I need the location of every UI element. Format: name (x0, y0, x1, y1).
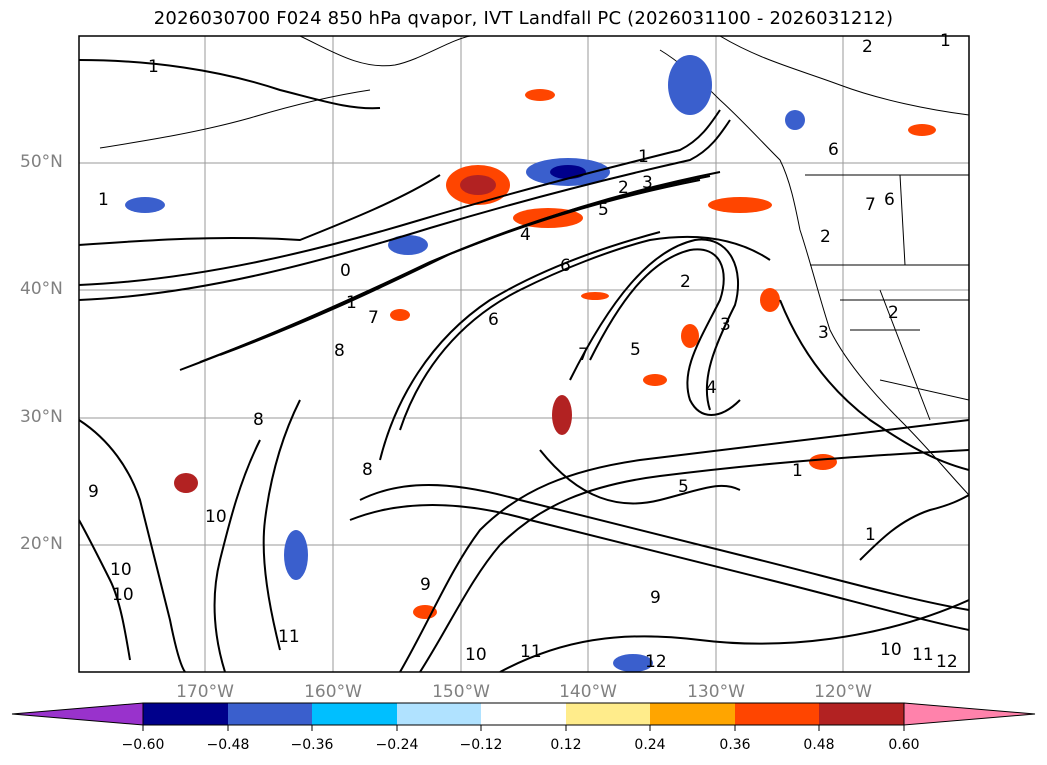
contour-label: 9 (420, 575, 431, 595)
colorbar-swatch (650, 703, 735, 725)
contour-label: 3 (720, 315, 731, 335)
colorbar-min-arrow (11, 702, 144, 726)
colorbar-tick-label: −0.24 (375, 737, 419, 753)
lat-label-40n: 40°N (20, 279, 63, 299)
contour-label: 2 (888, 303, 899, 323)
contour-label: 1 (98, 190, 109, 210)
contour-label: 5 (598, 200, 609, 220)
lon-label-130w: 130°W (687, 682, 745, 702)
lon-label-120w: 120°W (814, 682, 872, 702)
graticule (79, 36, 969, 672)
contour-label: 6 (560, 256, 571, 276)
contour-label: 10 (112, 585, 134, 605)
colorbar-tick-label: −0.36 (290, 737, 334, 753)
colorbar-tick-label: 0.36 (719, 737, 751, 753)
contour-label: 8 (253, 410, 264, 430)
colorbar (11, 702, 1036, 731)
contour-label-group: 0 1 1 2 1 1 2 3 4 5 6 6 6 7 7 8 8 8 9 9 … (88, 31, 958, 672)
lat-label-30n: 30°N (20, 407, 63, 427)
contour-label: 12 (936, 652, 958, 672)
contour-label: 9 (650, 588, 661, 608)
contour-label: 1 (346, 293, 357, 313)
colorbar-swatch (819, 703, 904, 725)
colorbar-tick-label: 0.60 (888, 737, 920, 753)
contour-label: 8 (334, 341, 345, 361)
contour-label: 1 (792, 461, 803, 481)
colorbar-tick-label: −0.48 (206, 737, 250, 753)
contour-label: 7 (368, 308, 379, 328)
contour-label: 9 (88, 482, 99, 502)
coastlines (99, 36, 969, 496)
state-boundaries (840, 299, 969, 401)
colorbar-swatch (312, 703, 397, 725)
lat-label-20n: 20°N (20, 534, 63, 554)
contour-label: 1 (638, 147, 649, 167)
colorbar-swatch (735, 703, 819, 725)
lon-label-140w: 140°W (559, 682, 617, 702)
colorbar-tick-label: 0.24 (634, 737, 666, 753)
lon-label-170w: 170°W (176, 682, 234, 702)
map-plot-area (79, 36, 969, 672)
contour-label: 10 (880, 640, 902, 660)
colorbar-frame (142, 702, 905, 726)
lon-label-160w: 160°W (304, 682, 362, 702)
contour-label: 1 (865, 525, 876, 545)
contour-label: 1 (148, 57, 159, 77)
contour-label: 1 (940, 31, 951, 51)
colorbar-tick-label: −0.12 (459, 737, 503, 753)
ivt-contours (79, 59, 969, 672)
contour-label: 12 (645, 652, 667, 672)
colorbar-swatch (481, 703, 566, 725)
contour-label: 2 (618, 178, 629, 198)
contour-label: 2 (862, 37, 873, 57)
colorbar-swatch (566, 703, 650, 725)
colorbar-swatch (143, 703, 228, 725)
colorbar-swatch (397, 703, 481, 725)
colorbar-tick-label: −0.60 (121, 737, 165, 753)
contour-label: 11 (278, 627, 300, 647)
contour-label: 6 (884, 190, 895, 210)
map-frame (78, 35, 970, 673)
contour-label: 6 (828, 140, 839, 160)
lat-label-50n: 50°N (20, 152, 63, 172)
contour-label: 7 (578, 345, 589, 365)
contour-label: 4 (520, 225, 531, 245)
contour-label: 3 (642, 173, 653, 193)
contour-label: 2 (820, 227, 831, 247)
lon-label-150w: 150°W (432, 682, 490, 702)
colorbar-swatch (228, 703, 312, 725)
contour-label: 2 (680, 272, 691, 292)
contour-label: 0 (340, 261, 351, 281)
contour-label: 11 (520, 642, 542, 662)
map-title: 2026030700 F024 850 hPa qvapor, IVT Land… (153, 8, 894, 29)
contour-label: 8 (362, 460, 373, 480)
contour-label: 10 (205, 507, 227, 527)
contour-label: 10 (465, 645, 487, 665)
colorbar-max-arrow (903, 702, 1036, 726)
colorbar-tick-label: 0.48 (803, 737, 835, 753)
contour-label: 7 (865, 195, 876, 215)
contour-label: 4 (706, 378, 717, 398)
contour-label: 5 (678, 477, 689, 497)
contour-label: 11 (912, 645, 934, 665)
contour-label: 3 (818, 323, 829, 343)
colorbar-tick-label: 0.12 (550, 737, 582, 753)
contour-label: 10 (110, 560, 132, 580)
contour-label: 5 (630, 340, 641, 360)
contour-label: 6 (488, 310, 499, 330)
